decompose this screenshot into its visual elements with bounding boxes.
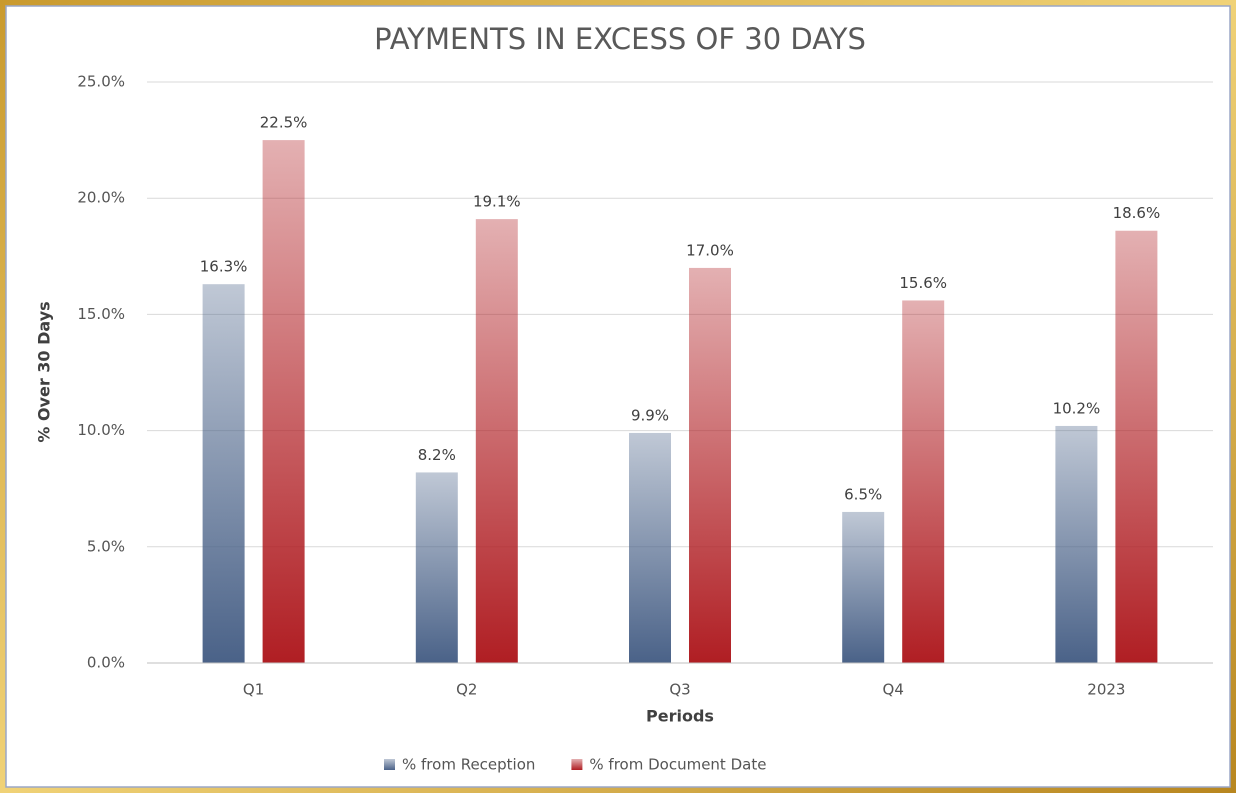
- bar: [202, 284, 245, 663]
- value-label: 18.6%: [1113, 204, 1161, 222]
- y-tick-label: 0.0%: [87, 654, 125, 672]
- bar: [475, 219, 518, 663]
- y-tick-label: 5.0%: [87, 537, 125, 555]
- x-axis-label: Periods: [646, 707, 714, 726]
- value-label: 10.2%: [1053, 399, 1101, 417]
- bar: [842, 511, 885, 663]
- y-tick-label: 20.0%: [77, 189, 125, 207]
- bar: [689, 267, 731, 663]
- value-label: 22.5%: [260, 114, 308, 132]
- y-tick-label: 10.0%: [77, 421, 125, 439]
- legend-marker: [571, 759, 583, 770]
- bar: [902, 300, 945, 663]
- y-tick-label: 15.0%: [77, 305, 125, 323]
- y-tick-label: 25.0%: [77, 73, 125, 91]
- y-axis-label: % Over 30 Days: [35, 301, 54, 442]
- bar: [1115, 230, 1158, 663]
- legend-label: % from Reception: [402, 756, 535, 774]
- value-label: 9.9%: [631, 406, 669, 424]
- bar: [1055, 425, 1098, 663]
- panel: [5, 5, 1231, 788]
- chart-title: PAYMENTS IN EXCESS OF 30 DAYS: [374, 22, 866, 56]
- value-label: 15.6%: [899, 274, 947, 292]
- bar: [415, 472, 458, 663]
- value-label: 8.2%: [418, 446, 456, 464]
- bar: [262, 140, 305, 664]
- x-tick-label: 2023: [1087, 681, 1125, 699]
- value-label: 16.3%: [200, 258, 248, 276]
- legend-marker: [384, 759, 395, 770]
- bar: [629, 432, 671, 663]
- value-label: 19.1%: [473, 193, 521, 211]
- value-label: 6.5%: [844, 485, 882, 503]
- x-tick-label: Q2: [456, 681, 477, 699]
- x-tick-label: Q4: [883, 681, 904, 699]
- x-tick-label: Q1: [243, 681, 264, 699]
- value-label: 17.0%: [686, 241, 734, 259]
- legend-label: % from Document Date: [589, 756, 766, 774]
- x-tick-label: Q3: [669, 681, 690, 699]
